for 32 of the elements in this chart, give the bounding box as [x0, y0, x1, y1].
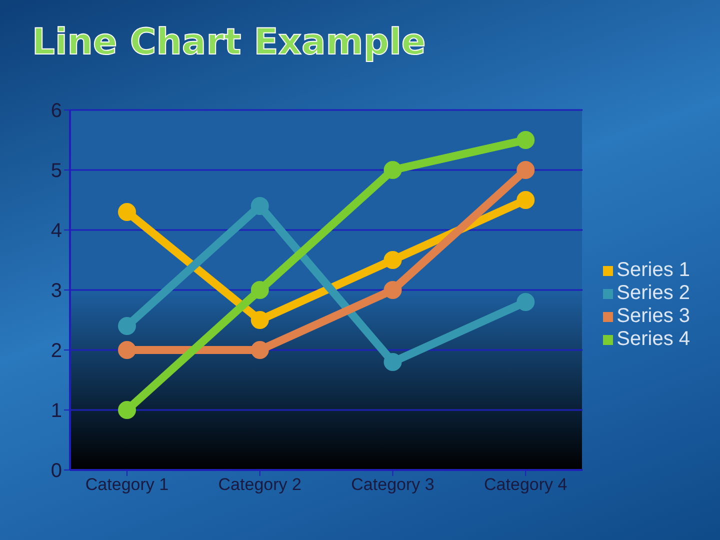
legend-label: Series 4	[616, 328, 690, 350]
legend-label: Series 1	[616, 259, 690, 281]
x-tick-label: Category 2	[218, 475, 302, 494]
point	[516, 131, 535, 149]
point	[516, 191, 535, 209]
point	[384, 353, 402, 371]
point	[250, 341, 269, 359]
chart-title: Line Chart Example	[32, 22, 426, 63]
point	[250, 197, 269, 215]
point	[250, 311, 269, 329]
y-tick-label: 4	[50, 220, 62, 242]
x-tick-label: Category 3	[351, 475, 434, 494]
point	[250, 281, 269, 299]
point	[118, 341, 136, 359]
point	[516, 161, 535, 179]
y-tick-label: 6	[50, 100, 62, 122]
point	[118, 401, 136, 419]
y-tick-label: 2	[50, 340, 62, 362]
y-tick-label: 5	[50, 160, 62, 182]
x-tick-label: Category 4	[484, 475, 568, 494]
legend-label: Series 3	[616, 305, 690, 327]
y-tick-label: 0	[50, 460, 62, 482]
x-tick-label: Category 1	[85, 475, 169, 494]
point	[384, 161, 402, 179]
point	[384, 281, 402, 299]
point	[516, 293, 535, 311]
legend-label: Series 2	[616, 282, 690, 304]
point	[118, 317, 136, 335]
y-tick-label: 3	[50, 280, 62, 302]
point	[118, 203, 136, 221]
point	[384, 251, 402, 269]
y-tick-label: 1	[50, 400, 62, 422]
